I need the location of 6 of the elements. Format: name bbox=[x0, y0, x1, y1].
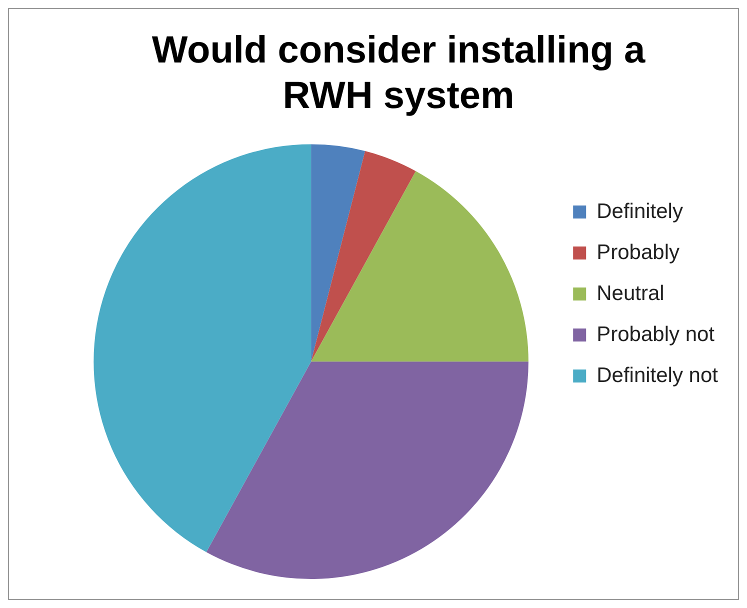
legend-label: Definitely not bbox=[596, 364, 718, 387]
legend-label: Probably bbox=[596, 240, 680, 264]
legend-label: Probably not bbox=[596, 322, 715, 346]
legend-label: Neutral bbox=[596, 282, 664, 305]
chart-title: Would consider installing a RWH system bbox=[152, 29, 646, 117]
legend-label: Definitely bbox=[596, 200, 684, 223]
